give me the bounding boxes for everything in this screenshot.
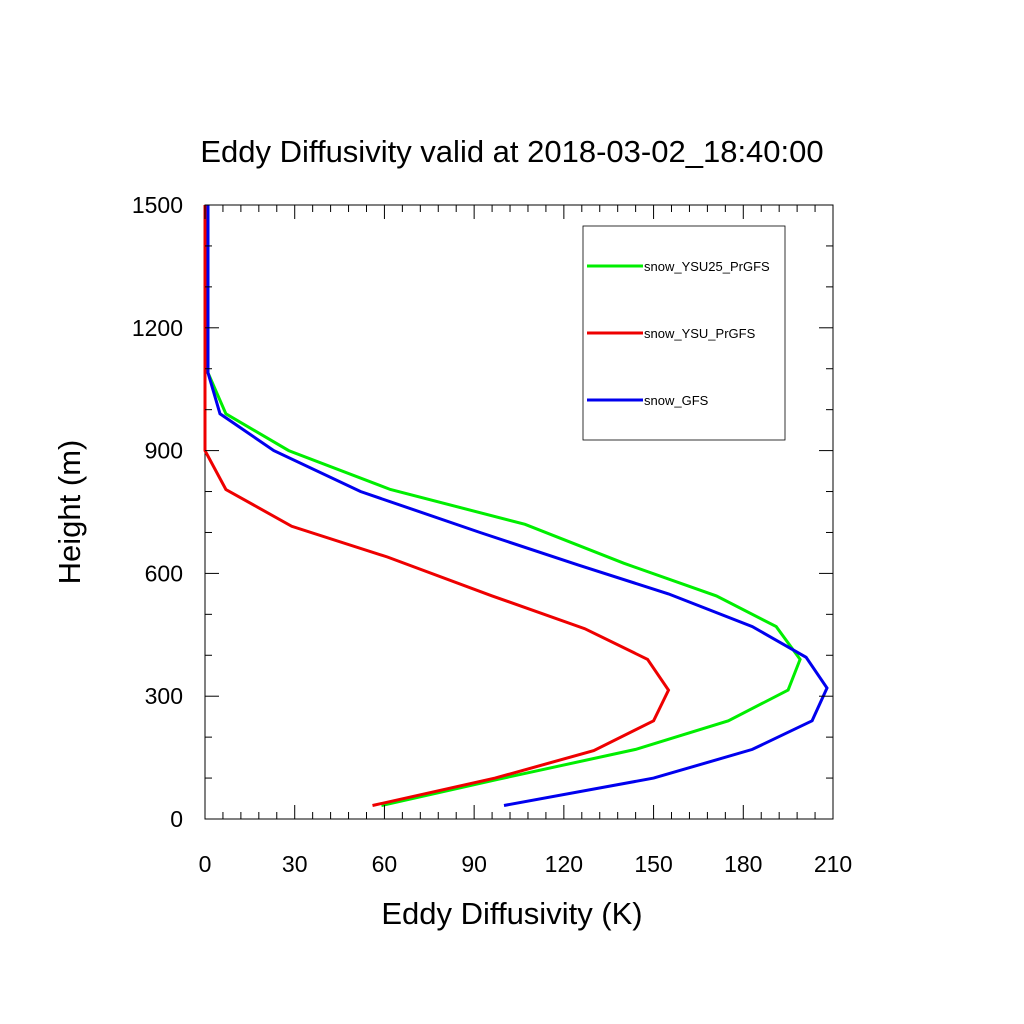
x-tick-label: 210	[814, 851, 852, 877]
chart-title: Eddy Diffusivity valid at 2018-03-02_18:…	[200, 134, 823, 169]
legend-entry-3: snow_GFS	[644, 393, 709, 408]
x-tick-label: 30	[282, 851, 308, 877]
y-axis-label: Height (m)	[52, 440, 87, 585]
x-tick-label: 150	[634, 851, 672, 877]
x-tick-label: 120	[545, 851, 583, 877]
series-line-2	[203, 205, 671, 807]
y-tick-label: 0	[170, 806, 183, 832]
axes-layer: 0 30 60 90 120 150 180 210 0 300 600 900 1200 1500	[132, 192, 852, 877]
y-tick-label: 300	[145, 683, 183, 709]
y-tick-label: 1200	[132, 315, 183, 341]
legend-entry-2: snow_YSU_PrGFS	[644, 326, 756, 341]
series-line-3	[206, 205, 829, 807]
y-tick-label: 900	[145, 438, 183, 464]
x-axis-label: Eddy Diffusivity (K)	[381, 896, 642, 931]
series-layer	[203, 205, 829, 807]
plot-frame	[204, 204, 834, 820]
x-tick-label: 60	[372, 851, 398, 877]
x-tick-label: 0	[199, 851, 212, 877]
plot-area	[204, 204, 834, 820]
y-tick-label: 1500	[132, 192, 183, 218]
y-tick-label: 600	[145, 560, 183, 586]
legend-entry-1: snow_YSU25_PrGFS	[644, 259, 770, 274]
x-tick-label: 90	[461, 851, 487, 877]
x-tick-label: 180	[724, 851, 762, 877]
legend: snow_YSU25_PrGFS snow_YSU_PrGFS snow_GFS	[582, 225, 786, 441]
